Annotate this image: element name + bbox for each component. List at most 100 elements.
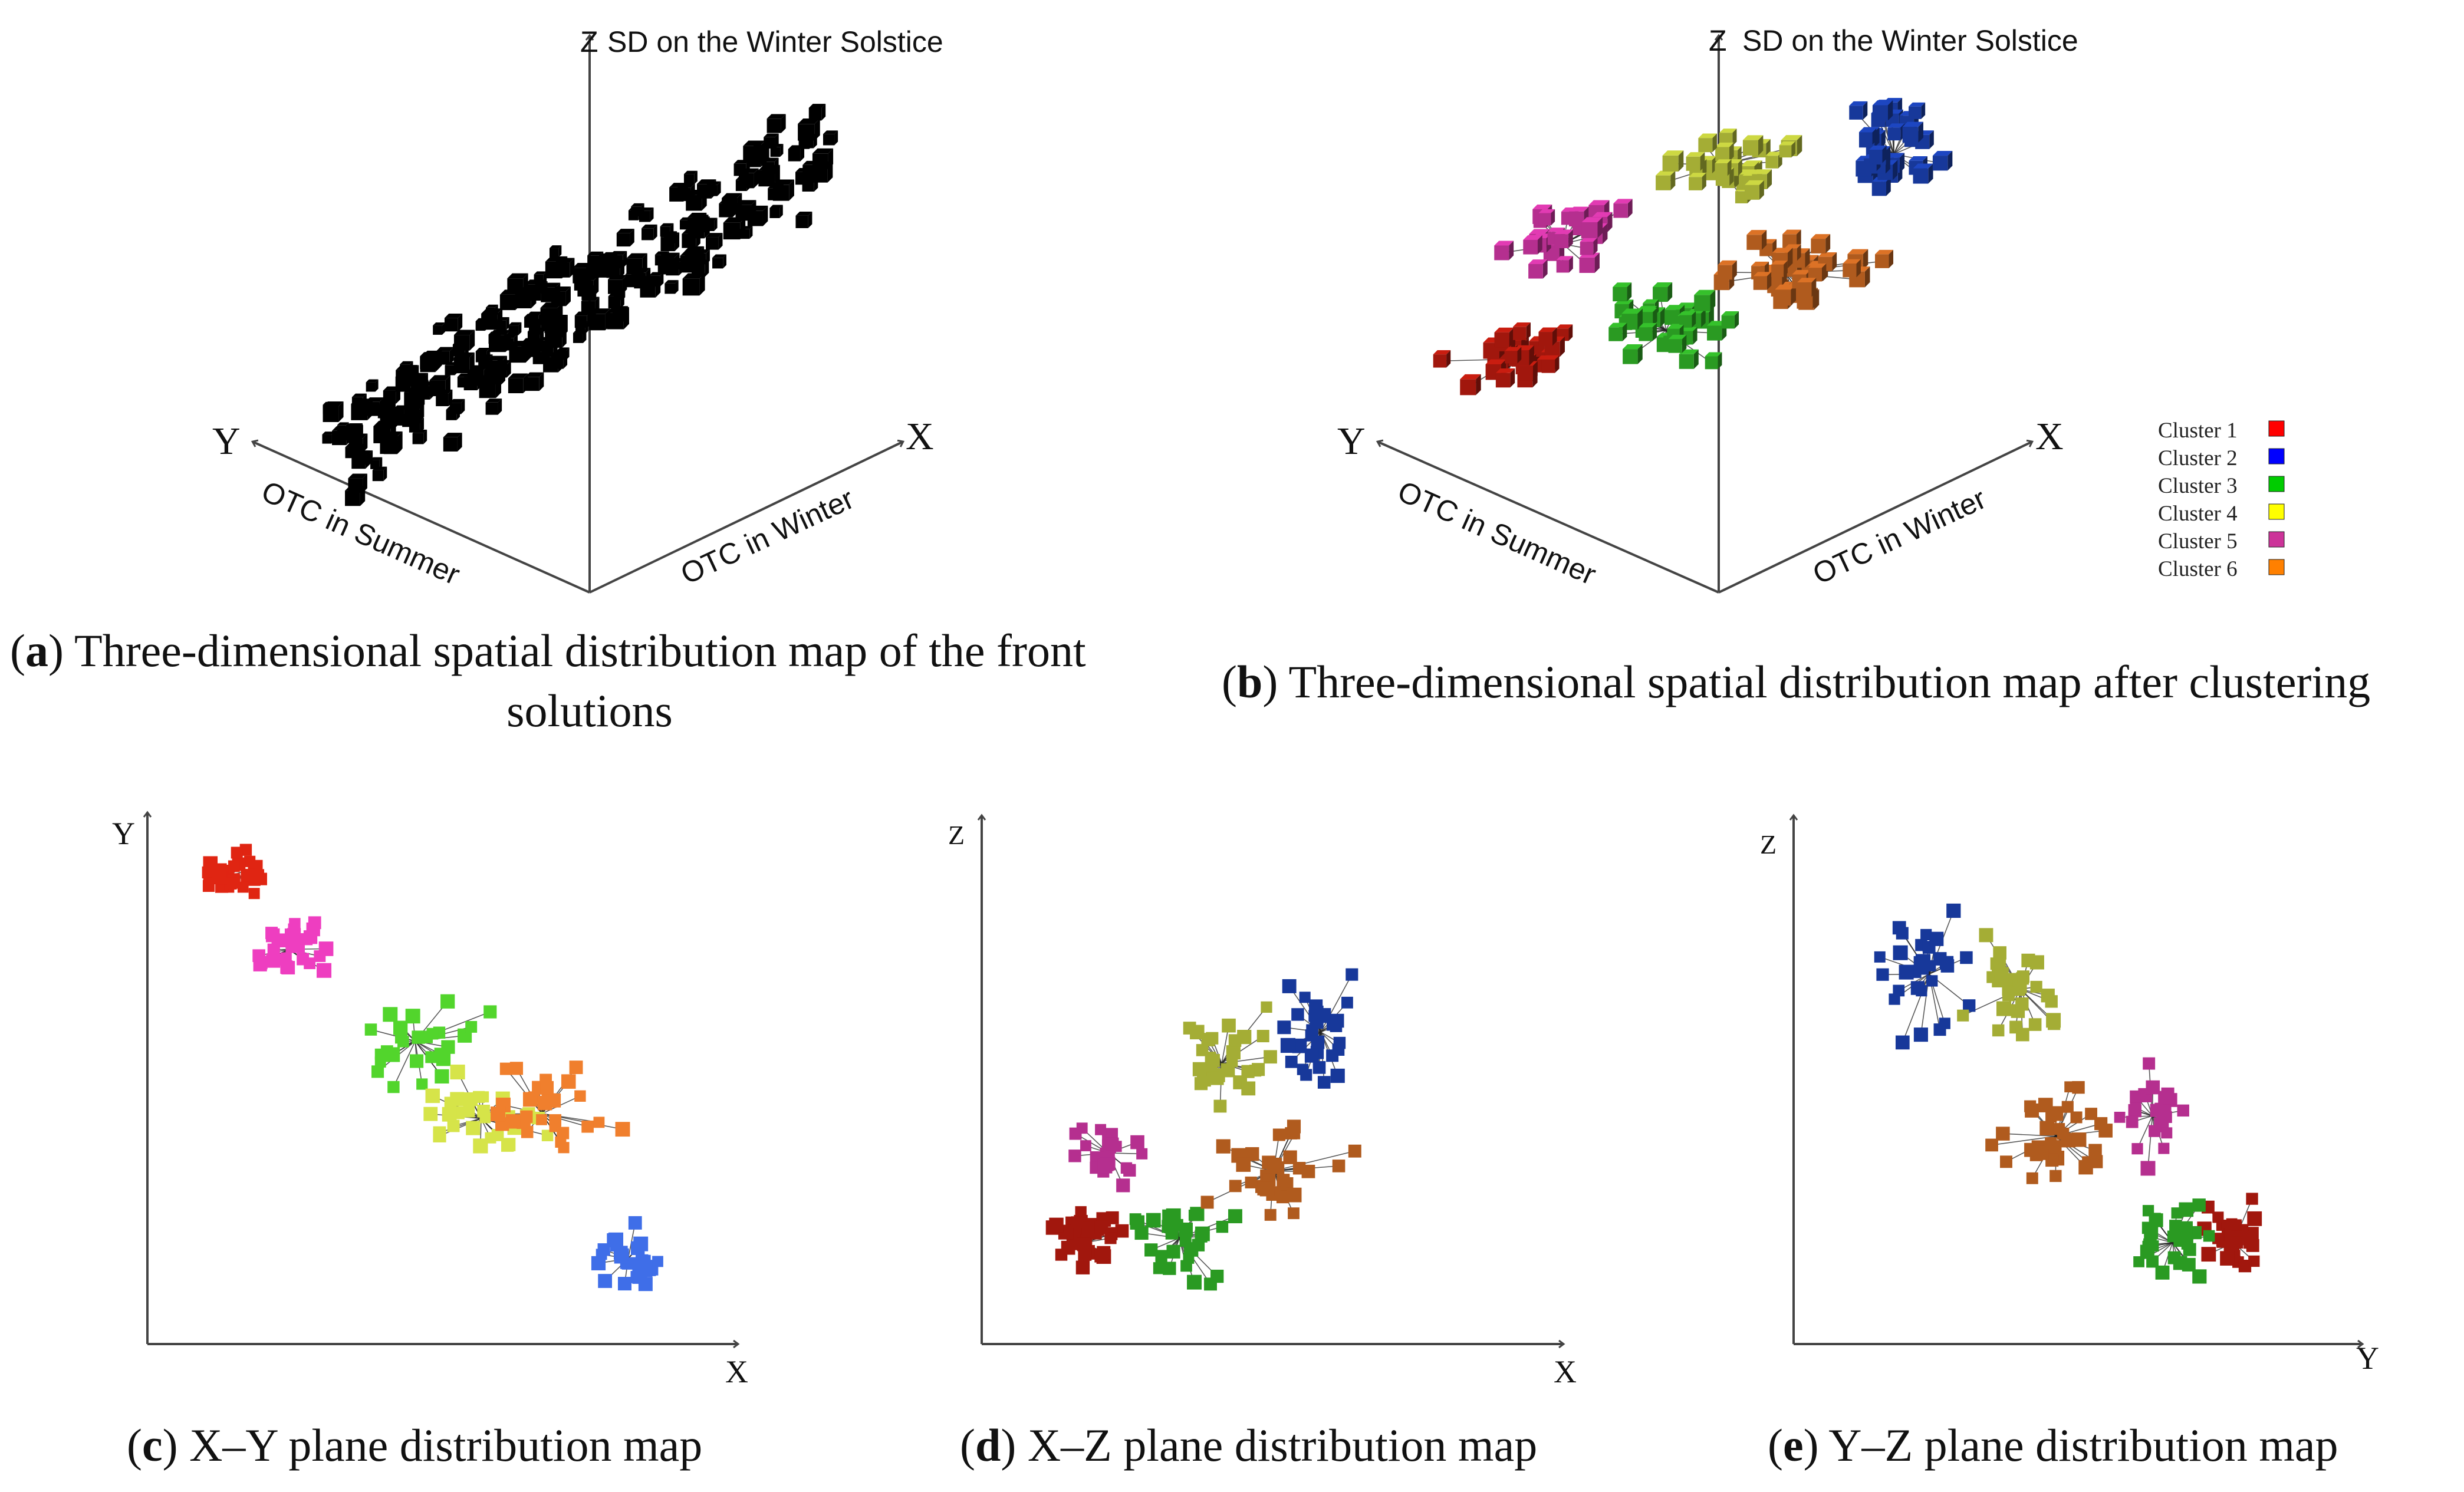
point-marker-side: [363, 393, 367, 409]
cluster-point: [547, 1093, 561, 1108]
cluster-point: [314, 950, 326, 962]
cluster-point: [2201, 1247, 2216, 1262]
point-marker-top: [475, 318, 488, 321]
point-marker-side: [495, 376, 502, 398]
cluster-point: [2161, 1127, 2173, 1139]
point-marker-side: [602, 260, 606, 274]
point-marker: [549, 245, 562, 258]
point-marker-top: [365, 397, 384, 402]
point-marker-front: [634, 279, 644, 289]
cluster-point-top: [1808, 263, 1827, 268]
cluster-point-front: [1623, 349, 1638, 364]
point-marker-top: [664, 280, 679, 284]
point-marker-side: [653, 224, 657, 241]
cluster-point: [1899, 964, 1914, 980]
point-marker-side: [623, 251, 627, 268]
cluster-point-side: [1509, 327, 1514, 348]
cluster-point-top: [1909, 156, 1928, 161]
cluster-point-front: [1860, 132, 1873, 145]
point-marker: [400, 361, 413, 375]
cluster-point: [1613, 282, 1632, 302]
point-marker-side: [448, 389, 453, 407]
panel-e: Z Y (e) Y–Z plane distribution map: [1760, 813, 2379, 1471]
point-marker: [383, 386, 400, 404]
cluster-point: [1241, 1065, 1255, 1078]
cluster-point: [2045, 1153, 2059, 1167]
cluster-point: [1960, 951, 1973, 964]
point-marker: [443, 433, 462, 452]
cluster-point: [1639, 322, 1657, 341]
point-marker-top: [719, 199, 737, 204]
point-marker-front: [400, 364, 410, 375]
cluster-point-side: [1821, 263, 1827, 282]
panel-b-y-letter: Y: [1337, 420, 1366, 463]
cluster-point: [1581, 217, 1603, 238]
cluster-point-front: [1887, 127, 1901, 141]
point-marker-front: [557, 350, 567, 360]
cluster-point: [1264, 1208, 1277, 1221]
cluster-point-top: [1686, 152, 1705, 157]
cluster-point: [2243, 1231, 2257, 1246]
cluster-point-top: [1679, 311, 1696, 315]
cluster-point-top: [1849, 101, 1868, 106]
point-marker-front: [545, 261, 562, 279]
panel-e-ylabel: Z: [1760, 829, 1777, 859]
cluster-point-front: [1679, 354, 1694, 369]
point-marker-side: [821, 104, 826, 121]
cluster-point-top: [1932, 150, 1953, 156]
point-marker-front: [443, 437, 458, 452]
cluster-point-top: [1811, 234, 1831, 239]
caption-e: (e) Y–Z plane distribution map: [1768, 1419, 2338, 1471]
cluster-point: [1993, 946, 2006, 960]
cluster-point-top: [1772, 248, 1793, 253]
point-marker-front: [540, 308, 558, 325]
point-marker-front: [525, 284, 541, 301]
cluster-point: [1259, 1181, 1275, 1197]
point-marker-side: [539, 372, 544, 391]
point-marker-top: [420, 352, 440, 357]
point-marker-side: [650, 207, 654, 222]
cluster-point: [2140, 1244, 2154, 1259]
legend-swatch: [2268, 531, 2285, 548]
cluster-point-front: [1523, 239, 1538, 255]
point-marker-side: [363, 433, 368, 453]
cluster-point: [491, 1106, 506, 1122]
point-marker-top: [712, 254, 726, 258]
cluster-point-top: [1556, 256, 1573, 261]
cluster-point: [1228, 1209, 1242, 1224]
point-marker: [351, 443, 364, 457]
cluster-point: [1538, 327, 1557, 346]
cluster-point-top: [1719, 129, 1737, 133]
cluster-point: [1668, 334, 1687, 353]
cluster-point: [1291, 1008, 1304, 1021]
point-marker-front: [616, 233, 630, 247]
point-marker: [348, 473, 367, 493]
cluster-point: [410, 1054, 424, 1068]
point-marker-top: [525, 279, 546, 285]
cluster-point: [1216, 1139, 1231, 1154]
point-marker-front: [485, 402, 498, 415]
point-marker-top: [695, 249, 710, 253]
cluster-point-side: [1593, 237, 1598, 255]
cluster-point: [638, 1263, 653, 1277]
cluster-point: [1742, 135, 1764, 156]
cluster-point: [1094, 1220, 1108, 1234]
point-marker-top: [588, 308, 611, 314]
cluster-point-front: [1568, 211, 1584, 227]
point-marker-top: [400, 361, 413, 365]
cluster-point: [1333, 1036, 1346, 1049]
point-marker-front: [496, 320, 506, 331]
cluster-point: [1554, 229, 1573, 248]
cluster-point: [316, 963, 332, 978]
cluster-point: [1069, 1127, 1082, 1140]
cluster-point: [2203, 1230, 2215, 1242]
panel-b-y-label: OTC in Summer: [1393, 475, 1601, 591]
cluster-point: [1201, 1033, 1215, 1046]
cluster-point: [1653, 282, 1673, 302]
point-marker-side: [740, 217, 746, 240]
cluster-point: [1662, 150, 1684, 172]
point-marker-top: [812, 148, 834, 154]
point-marker: [351, 393, 367, 409]
point-marker-side: [523, 373, 528, 394]
cluster-point: [2061, 1101, 2074, 1113]
